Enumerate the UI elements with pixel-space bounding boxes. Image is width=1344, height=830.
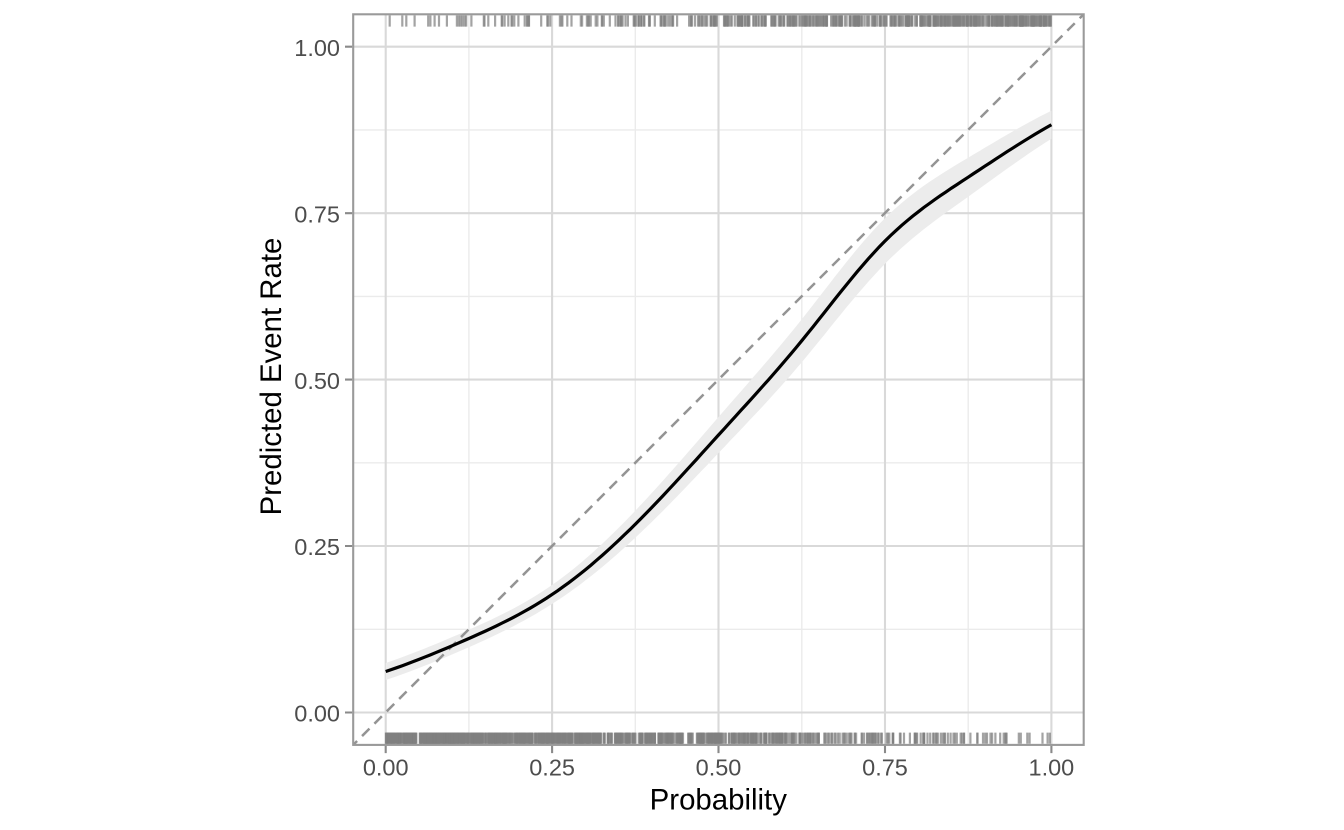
svg-text:Predicted Event Rate: Predicted Event Rate bbox=[255, 238, 288, 516]
svg-text:0.75: 0.75 bbox=[294, 201, 340, 227]
svg-text:0.75: 0.75 bbox=[862, 755, 908, 781]
svg-text:1.00: 1.00 bbox=[294, 35, 340, 61]
svg-text:0.25: 0.25 bbox=[294, 534, 340, 560]
svg-text:0.00: 0.00 bbox=[294, 701, 340, 727]
svg-text:0.25: 0.25 bbox=[529, 755, 575, 781]
svg-text:1.00: 1.00 bbox=[1029, 755, 1075, 781]
svg-text:Probability: Probability bbox=[650, 784, 788, 817]
svg-text:0.50: 0.50 bbox=[696, 755, 742, 781]
svg-text:0.50: 0.50 bbox=[294, 368, 340, 394]
svg-text:0.00: 0.00 bbox=[363, 755, 409, 781]
